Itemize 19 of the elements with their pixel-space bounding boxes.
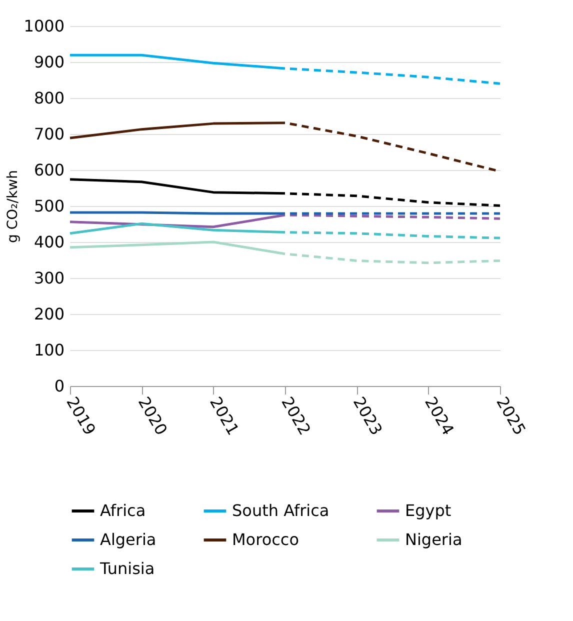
legend-label: Egypt [405,501,452,520]
legend-label: Morocco [232,530,299,549]
y-tick-label: 900 [34,52,64,72]
y-tick-label: 800 [34,88,64,108]
y-tick-label: 400 [34,232,64,252]
legend-label: Nigeria [405,530,462,549]
y-tick-label: 300 [34,268,64,288]
y-axis-title: g CO₂/kwh [4,170,21,243]
legend-label: Tunisia [99,559,155,578]
legend-label: Algeria [100,530,156,549]
y-tick-label: 200 [34,304,64,324]
y-tick-label: 600 [34,160,64,180]
y-tick-label: 0 [54,376,64,396]
legend-label: South Africa [232,501,330,520]
y-tick-label: 1000 [24,16,64,36]
legend-label: Africa [100,501,146,520]
y-tick-label: 700 [34,124,64,144]
y-tick-label: 100 [34,340,64,360]
y-tick-label: 500 [34,196,64,216]
